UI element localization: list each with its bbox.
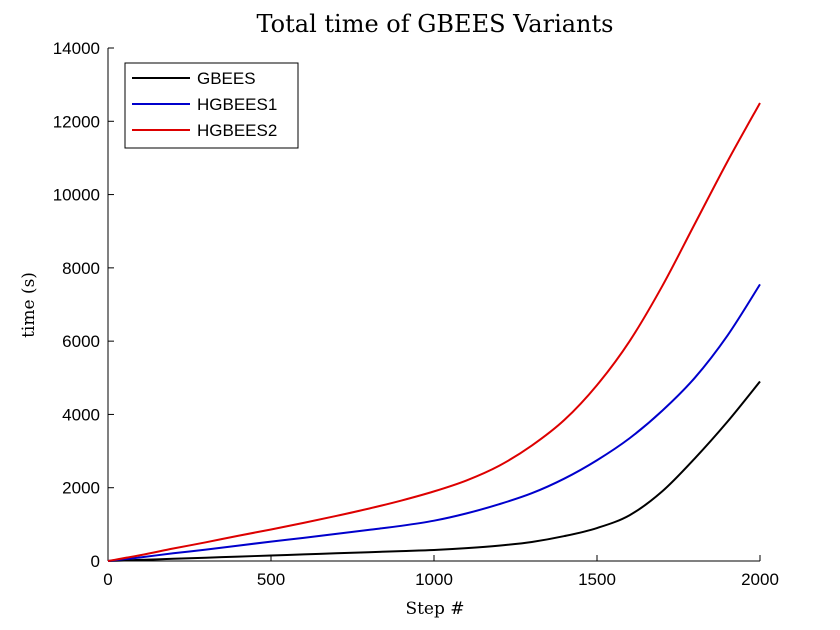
y-tick-label: 2000	[62, 479, 100, 498]
series-line-hgbees1	[107, 283, 761, 562]
legend-label-hgbees2: HGBEES2	[197, 121, 277, 140]
y-tick-label: 8000	[62, 259, 100, 278]
x-tick-label: 500	[257, 570, 285, 589]
legend-items: GBEES HGBEES1 HGBEES2	[132, 69, 277, 140]
x-tick-label: 0	[103, 570, 112, 589]
y-tick-label: 14000	[53, 39, 100, 58]
chart-title: Total time of GBEES Variants	[257, 10, 614, 38]
series-line-gbees	[107, 380, 761, 562]
legend: GBEES HGBEES1 HGBEES2	[124, 62, 299, 149]
series-line-hgbees2	[107, 102, 761, 562]
plot-area: 0 500 1000 1500 2000 0 2000 4000 6000 8000 10000 1…	[53, 39, 779, 589]
y-tick-label: 10000	[53, 186, 100, 205]
x-axis-ticks: 0 500 1000 1500 2000	[103, 555, 779, 589]
y-tick-label: 6000	[62, 332, 100, 351]
x-axis-label: Step #	[405, 599, 464, 619]
legend-label-gbees: GBEES	[197, 69, 256, 88]
y-tick-label: 4000	[62, 405, 100, 424]
x-tick-label: 1500	[578, 570, 616, 589]
legend-label-hgbees1: HGBEES1	[197, 95, 277, 114]
y-tick-label: 0	[91, 552, 100, 571]
x-tick-label: 2000	[741, 570, 779, 589]
y-axis-ticks: 0 2000 4000 6000 8000 10000 12000 14000	[53, 39, 114, 571]
y-axis-label: time (s)	[19, 272, 39, 338]
y-tick-label: 12000	[53, 112, 100, 131]
x-tick-label: 1000	[415, 570, 453, 589]
series-lines	[107, 102, 761, 562]
